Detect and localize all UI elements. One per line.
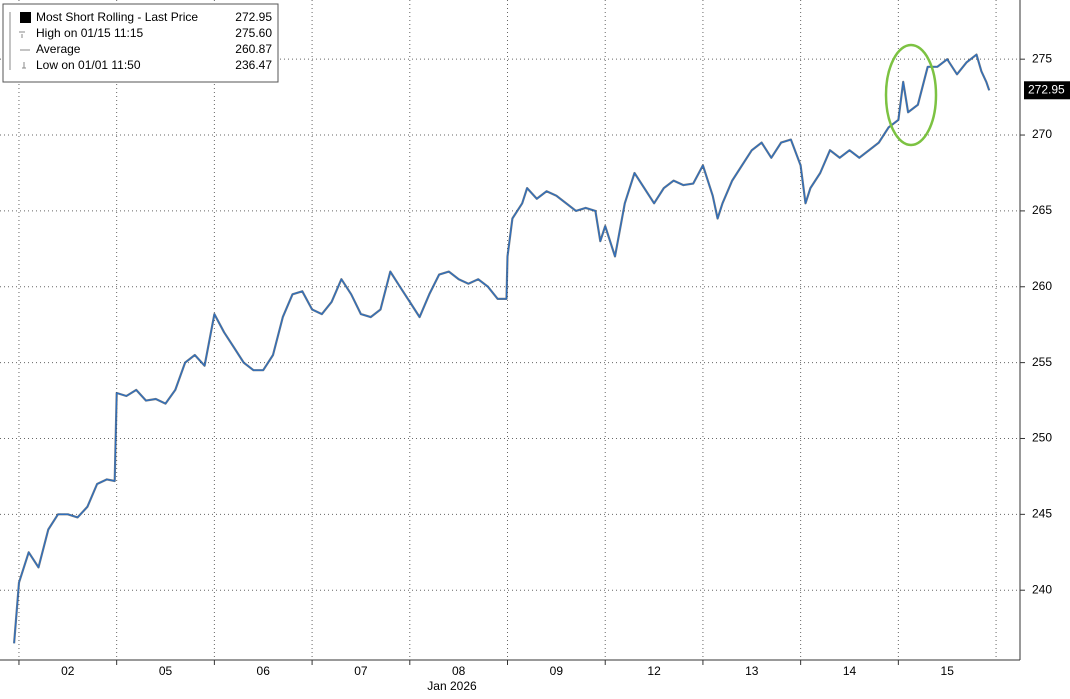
legend-label: High on 01/15 11:15 bbox=[36, 26, 144, 40]
x-tick-label: 06 bbox=[257, 664, 271, 678]
legend-box bbox=[2, 3, 279, 83]
y-tick-label: 245 bbox=[1032, 507, 1052, 521]
y-tick-label: 265 bbox=[1032, 203, 1052, 217]
x-tick-label: 14 bbox=[843, 664, 857, 678]
x-tick-label: 07 bbox=[354, 664, 368, 678]
y-tick-label: 255 bbox=[1032, 355, 1052, 369]
x-tick-label: 15 bbox=[941, 664, 955, 678]
y-tick-label: 240 bbox=[1032, 582, 1052, 596]
x-tick-label: 02 bbox=[61, 664, 75, 678]
plot-area bbox=[0, 0, 1020, 660]
y-tick-label: 275 bbox=[1032, 51, 1052, 65]
x-tick-label: 13 bbox=[745, 664, 759, 678]
price-line bbox=[13, 53, 990, 644]
legend-value: 272.95 bbox=[235, 10, 272, 24]
x-tick-label: 05 bbox=[159, 664, 173, 678]
x-tick-label: 09 bbox=[550, 664, 564, 678]
legend-value: 275.60 bbox=[235, 26, 272, 40]
y-tick-label: 270 bbox=[1032, 127, 1052, 141]
x-axis-label: Jan 2026 bbox=[427, 679, 477, 693]
x-tick-label: 12 bbox=[647, 664, 661, 678]
legend-label: Most Short Rolling - Last Price bbox=[36, 10, 198, 24]
legend-label: Low on 01/01 11:50 bbox=[36, 58, 141, 72]
last-price-label: 272.95 bbox=[1028, 82, 1065, 96]
y-tick-label: 250 bbox=[1032, 431, 1052, 445]
legend-swatch bbox=[20, 12, 31, 23]
legend: Most Short Rolling - Last Price 272.95 H… bbox=[2, 3, 279, 83]
highlight-ellipse bbox=[884, 43, 938, 147]
legend-value: 236.47 bbox=[235, 58, 272, 72]
legend-label: Average bbox=[36, 42, 81, 56]
marks bbox=[13, 53, 991, 644]
legend-value: 260.87 bbox=[235, 42, 272, 56]
x-tick-label: 08 bbox=[452, 664, 466, 678]
legend-icons bbox=[9, 12, 30, 70]
y-tick-label: 260 bbox=[1032, 279, 1052, 293]
last-price-box bbox=[1024, 81, 1070, 100]
